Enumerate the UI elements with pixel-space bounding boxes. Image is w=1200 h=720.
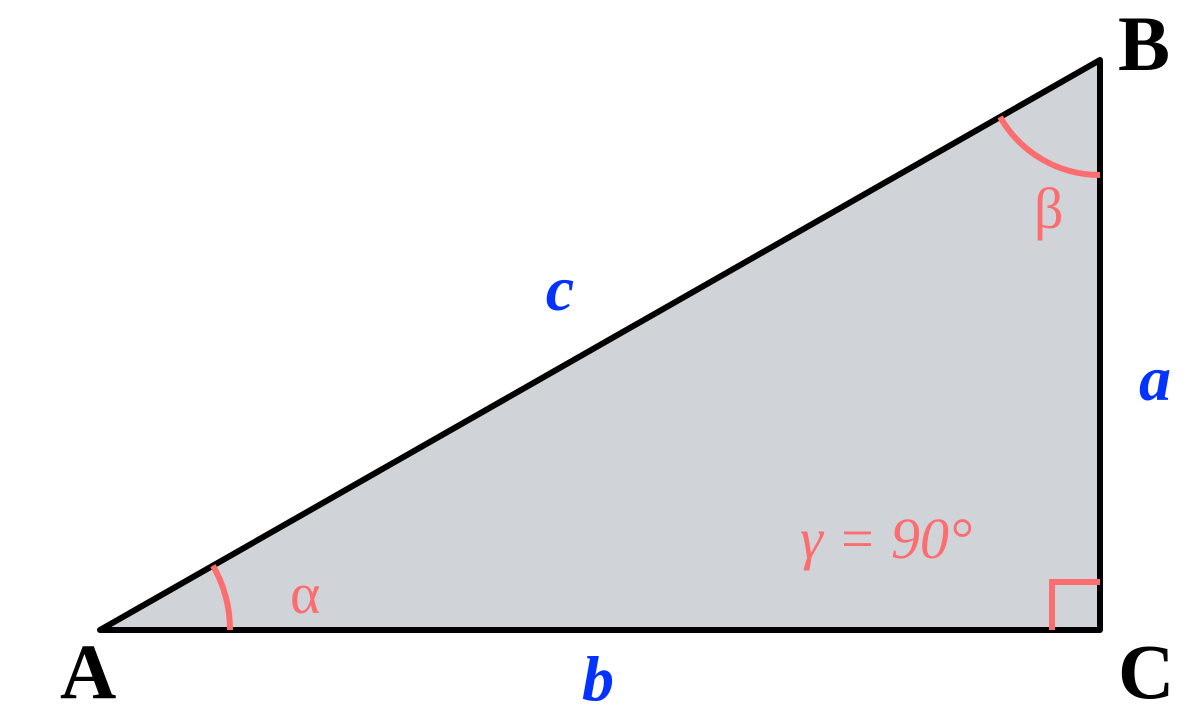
vertex-A-label: A [60,628,116,715]
vertex-C-label: C [1118,628,1174,715]
vertex-B-label: B [1118,0,1170,87]
angle-gamma-label: γ = 90° [800,506,972,571]
angle-beta-label: β [1034,176,1064,241]
side-b-label: b [582,643,614,714]
side-c-label: c [546,253,574,324]
angle-alpha-label: α [290,561,320,626]
side-a-label: a [1139,343,1171,414]
